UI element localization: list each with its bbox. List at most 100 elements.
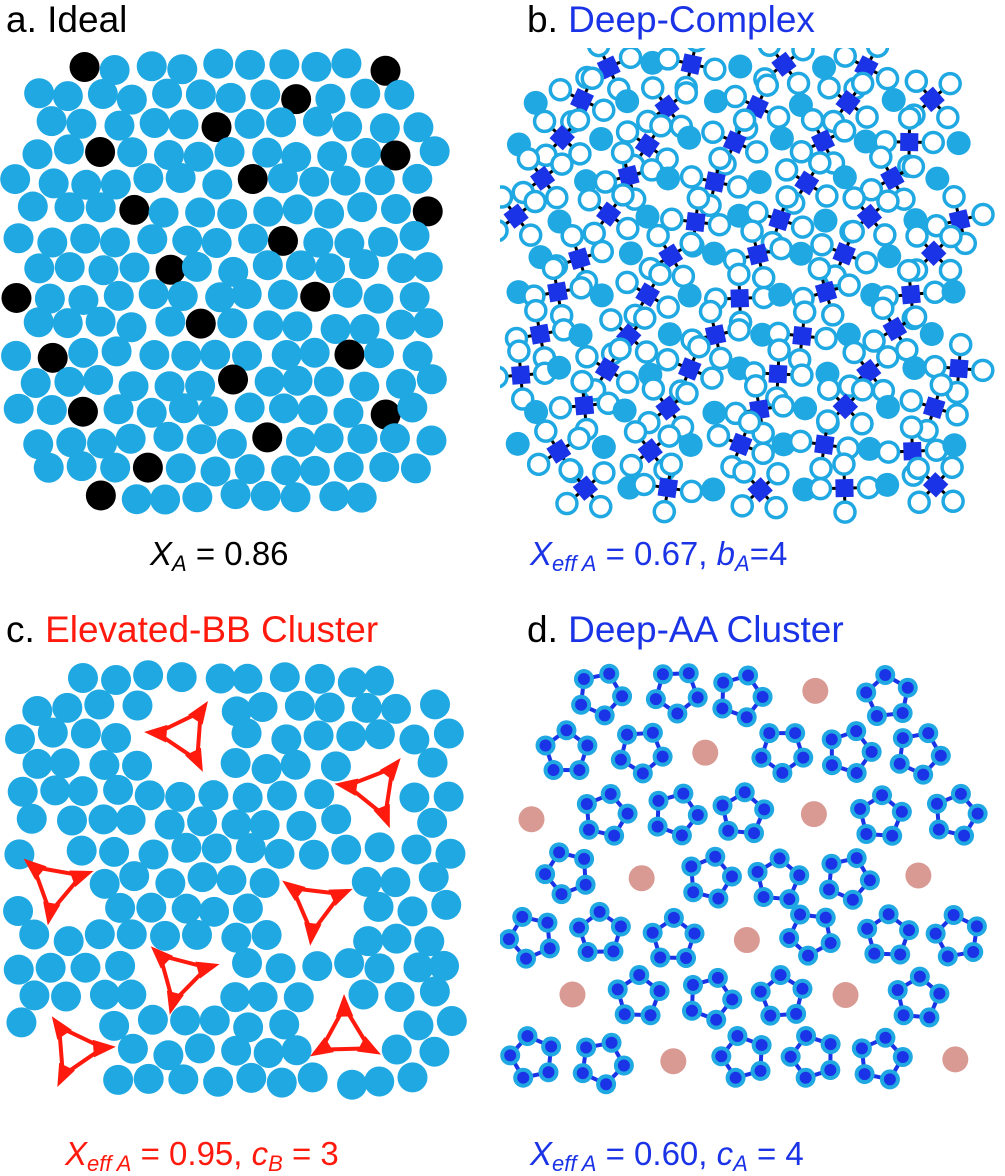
cluster-particle <box>540 739 552 751</box>
blue-particle <box>140 108 170 138</box>
bound-particle <box>601 310 621 330</box>
blue-particle <box>200 340 230 370</box>
blue-particle <box>37 106 67 136</box>
bound-particle <box>812 235 832 255</box>
cluster-arrowhead <box>304 922 321 945</box>
blue-particle <box>305 664 335 694</box>
cluster-particle <box>851 852 863 864</box>
blue-particle <box>315 253 345 283</box>
complex-center <box>900 133 918 151</box>
blue-particle <box>182 252 212 282</box>
caption-d-var: X <box>530 1135 552 1172</box>
blue-particle <box>321 751 351 781</box>
blue-particle <box>8 777 38 807</box>
panel-d-diagram <box>500 660 1000 1120</box>
bound-particle <box>740 412 760 432</box>
cluster-particle <box>717 677 729 689</box>
bound-particle <box>818 411 838 431</box>
cluster-particle <box>876 789 888 801</box>
pink-particle <box>660 1048 686 1074</box>
bound-particle <box>729 320 749 340</box>
cluster-particle <box>748 827 760 839</box>
blue-particle <box>947 131 971 155</box>
blue-particle <box>4 223 34 253</box>
cluster-particle <box>948 909 960 921</box>
bound-particle <box>677 383 697 403</box>
cluster-particle <box>726 870 738 882</box>
cluster-particle <box>826 759 838 771</box>
bound-particle <box>613 143 633 163</box>
bound-particle <box>535 111 555 131</box>
blue-particle <box>235 393 265 423</box>
cluster-particle <box>516 911 528 923</box>
blue-particle <box>920 322 944 346</box>
bound-particle <box>906 307 926 327</box>
blue-particle <box>5 724 35 754</box>
blue-particle <box>215 137 245 167</box>
blue-particle <box>104 111 134 141</box>
blue-particle <box>381 924 411 954</box>
blue-particle <box>19 980 49 1010</box>
bound-particle <box>773 396 793 416</box>
bound-particle <box>857 107 877 127</box>
blue-particle <box>99 837 129 867</box>
blue-particle <box>413 308 443 338</box>
blue-particle <box>168 281 198 311</box>
cluster-particle <box>605 788 617 800</box>
caption-a-var: X <box>150 535 172 572</box>
bound-particle <box>947 405 967 425</box>
blue-particle <box>349 372 379 402</box>
blue-particle <box>347 192 377 222</box>
bound-particle <box>944 187 964 207</box>
blue-particle <box>419 1037 449 1067</box>
cluster-particle <box>731 1030 743 1042</box>
blue-particle <box>365 719 395 749</box>
bound-particle <box>793 217 813 237</box>
blue-particle <box>233 783 263 813</box>
blue-particle <box>101 723 131 753</box>
blue-particle <box>137 224 167 254</box>
blue-particle <box>702 401 726 425</box>
blue-particle <box>434 719 464 749</box>
cluster-particle <box>680 952 692 964</box>
blue-particle <box>38 718 68 748</box>
cluster-particle <box>692 692 704 704</box>
caption-d-mid: = 0.60, <box>596 1135 716 1172</box>
cluster-particle <box>741 711 753 723</box>
cluster-particle <box>580 1042 592 1054</box>
blue-particle <box>117 85 147 115</box>
blue-particle <box>116 805 146 835</box>
blue-particle <box>319 481 349 511</box>
bound-particle <box>560 460 580 480</box>
blue-particle <box>67 836 97 866</box>
blue-particle <box>21 368 51 398</box>
blue-particle <box>268 280 298 310</box>
blue-particle <box>833 165 857 189</box>
blue-particle <box>37 228 67 258</box>
blue-particle <box>298 395 328 425</box>
blue-particle <box>701 478 725 502</box>
bound-particle <box>543 258 563 278</box>
bound-particle <box>529 454 549 474</box>
blue-particle <box>89 804 119 834</box>
blue-particle <box>875 473 899 497</box>
bound-particle <box>791 142 811 162</box>
blue-particle <box>267 1068 297 1098</box>
caption-b-sub: eff A <box>552 551 596 576</box>
complex-center <box>730 289 749 308</box>
blue-particle <box>122 751 152 781</box>
blue-particle <box>882 88 906 112</box>
bound-particle <box>637 342 657 362</box>
blue-particle <box>238 224 268 254</box>
blue-particle <box>116 980 146 1010</box>
complex-center <box>635 282 660 307</box>
blue-particle <box>216 865 246 895</box>
blue-particle <box>314 199 344 229</box>
complex-center <box>568 247 591 270</box>
blue-particle <box>401 453 431 483</box>
blue-particle <box>266 953 296 983</box>
panel-d-title: d. Deep-AA Cluster <box>527 610 844 650</box>
bound-particle <box>923 132 943 152</box>
blue-particle <box>352 693 382 723</box>
cluster-particle <box>712 972 724 984</box>
